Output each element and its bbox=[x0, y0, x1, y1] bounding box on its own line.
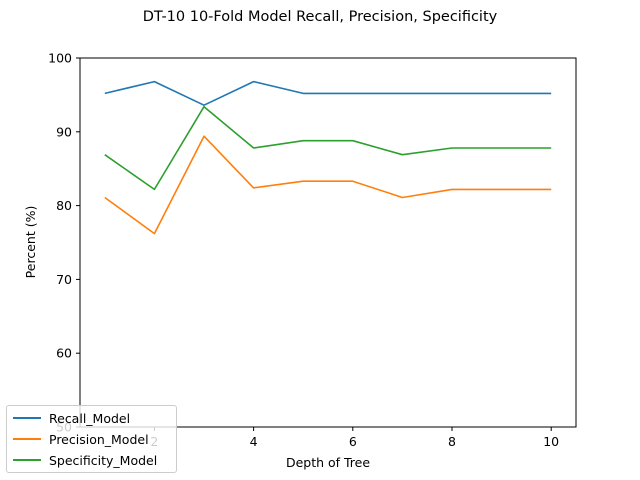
chart-title: DT-10 10-Fold Model Recall, Precision, S… bbox=[143, 9, 498, 25]
legend-item-recall: Recall_Model bbox=[13, 408, 130, 428]
y-tick-label: 60 bbox=[56, 346, 72, 361]
y-tick-label: 90 bbox=[56, 124, 72, 139]
legend-label-recall: Recall_Model bbox=[49, 410, 131, 426]
x-tick-label: 10 bbox=[543, 434, 559, 449]
legend-item-precision: Precision_Model bbox=[13, 429, 149, 449]
x-axis-label: Depth of Tree bbox=[286, 455, 370, 470]
y-axis-label: Percent (%) bbox=[23, 206, 38, 279]
legend-swatch-specificity bbox=[13, 459, 41, 461]
series-line-specificity-model bbox=[104, 105, 552, 191]
y-tick-label: 70 bbox=[56, 272, 72, 287]
x-tick-label: 6 bbox=[349, 434, 357, 449]
x-tick-label: 4 bbox=[250, 434, 258, 449]
y-tick-label: 100 bbox=[48, 51, 72, 66]
y-tick-label: 80 bbox=[56, 198, 72, 213]
legend-item-specificity: Specificity_Model bbox=[13, 450, 157, 470]
legend-swatch-precision bbox=[13, 438, 41, 440]
series-line-precision-model bbox=[104, 135, 552, 235]
legend-label-specificity: Specificity_Model bbox=[49, 452, 158, 468]
legend-swatch-recall bbox=[13, 417, 41, 419]
legend-label-precision: Precision_Model bbox=[49, 431, 149, 447]
series-line-recall-model bbox=[104, 80, 552, 106]
x-tick-label: 8 bbox=[448, 434, 456, 449]
plot-area-frame bbox=[79, 57, 577, 428]
chart-legend: Recall_Model Precision_Model Specificity… bbox=[6, 405, 177, 473]
